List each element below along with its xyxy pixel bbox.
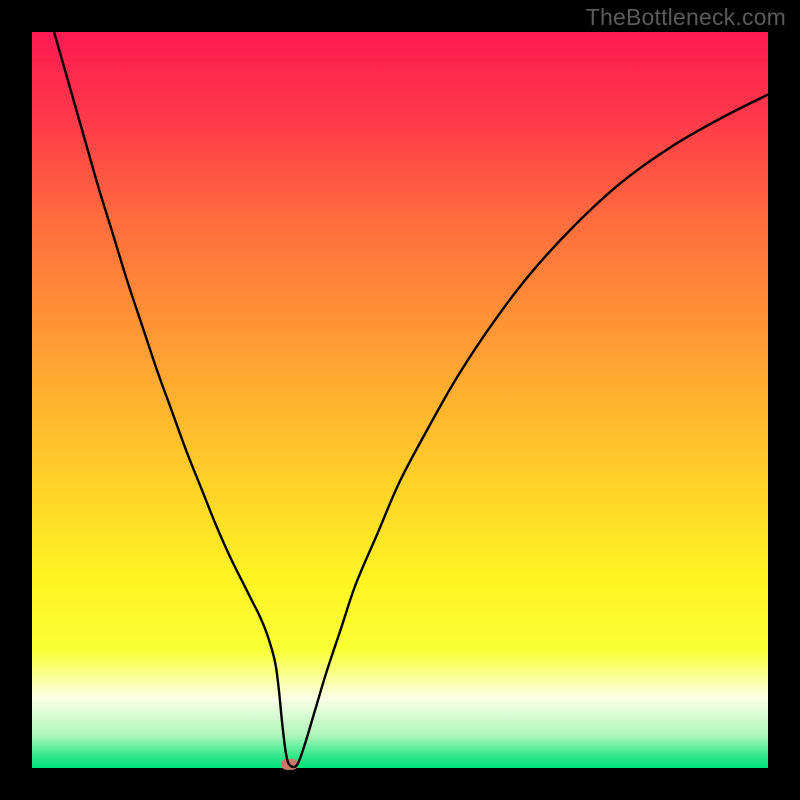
watermark-text: TheBottleneck.com [586, 4, 786, 31]
bottleneck-chart [0, 0, 800, 800]
plot-area [32, 32, 768, 768]
chart-stage: TheBottleneck.com [0, 0, 800, 800]
